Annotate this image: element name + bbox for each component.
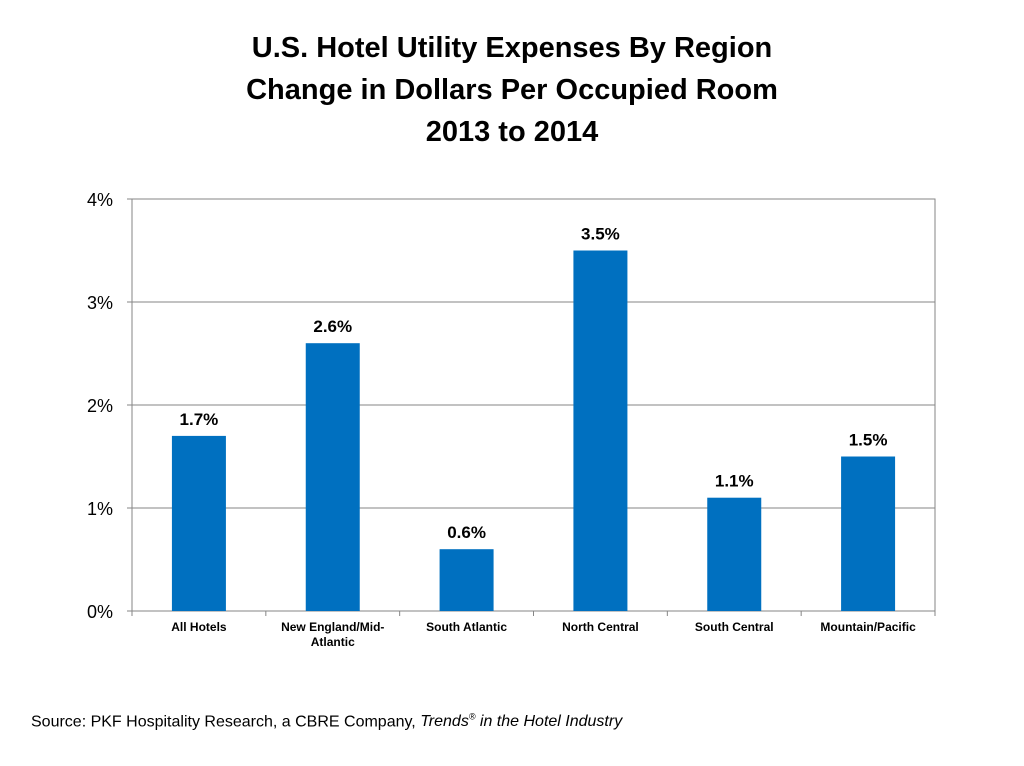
x-tick-label: New England/Mid- — [281, 620, 384, 634]
y-tick-label: 1% — [87, 499, 113, 519]
x-tick-label: Mountain/Pacific — [820, 620, 916, 634]
bar — [305, 343, 360, 611]
bar — [171, 435, 226, 611]
x-tick-label: All Hotels — [171, 620, 227, 634]
bar — [707, 497, 762, 611]
source-trends: Trends — [420, 713, 469, 731]
registered-mark: ® — [468, 712, 476, 722]
y-tick-label: 0% — [87, 602, 113, 622]
chart-title-line-3: 2013 to 2014 — [425, 116, 599, 148]
y-tick-label: 4% — [87, 190, 113, 210]
source-note: Source: PKF Hospitality Research, a CBRE… — [31, 712, 622, 731]
data-label: 2.6% — [313, 317, 352, 336]
bar — [573, 250, 628, 611]
data-label: 1.7% — [180, 410, 219, 429]
chart-title-line-1: U.S. Hotel Utility Expenses By Region — [251, 32, 773, 64]
x-tick-label: North Central — [562, 620, 639, 634]
y-tick-label: 3% — [87, 293, 113, 313]
x-tick-label: Atlantic — [311, 635, 355, 649]
bar — [841, 456, 896, 611]
data-label: 0.6% — [447, 523, 486, 542]
x-tick-label: South Atlantic — [426, 620, 507, 634]
x-tick-label: South Central — [695, 620, 774, 634]
y-tick-label: 2% — [87, 396, 113, 416]
source-publication-rest: in the Hotel Industry — [475, 713, 623, 731]
data-label: 1.5% — [849, 431, 888, 450]
source-publication: Trends® in the Hotel Industry — [420, 712, 623, 731]
bar — [439, 549, 494, 611]
data-label: 1.1% — [715, 472, 754, 491]
chart-title-line-2: Change in Dollars Per Occupied Room — [246, 74, 778, 106]
source-prefix: Source: PKF Hospitality Research, a CBRE… — [31, 713, 416, 731]
data-label: 3.5% — [581, 225, 620, 244]
